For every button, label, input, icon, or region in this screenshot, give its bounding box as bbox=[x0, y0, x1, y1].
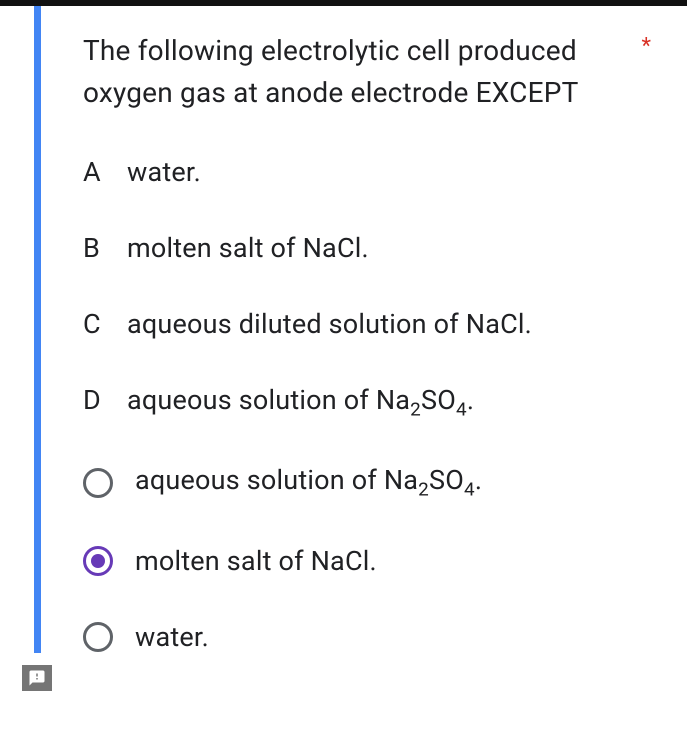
statement-letter: D bbox=[83, 384, 127, 416]
statement-letter: A bbox=[83, 156, 127, 188]
question-header: The following electrolytic cell produced… bbox=[83, 30, 651, 114]
radio-icon bbox=[83, 622, 113, 652]
statement-text: aqueous solution of Na2SO4. bbox=[127, 384, 474, 420]
answer-label: water. bbox=[135, 621, 209, 653]
statement-list: A water. B molten salt of NaCl. C aqueou… bbox=[83, 156, 651, 420]
statement-text: aqueous diluted solution of NaCl. bbox=[127, 308, 532, 340]
statement-d: D aqueous solution of Na2SO4. bbox=[83, 384, 651, 420]
statement-letter: B bbox=[83, 232, 127, 264]
answer-options: aqueous solution of Na2SO4. molten salt … bbox=[83, 464, 651, 652]
statement-a: A water. bbox=[83, 156, 651, 188]
answer-option-3[interactable]: water. bbox=[83, 621, 651, 653]
statement-b: B molten salt of NaCl. bbox=[83, 232, 651, 264]
answer-label: molten salt of NaCl. bbox=[135, 545, 377, 577]
required-asterisk: * bbox=[642, 36, 651, 58]
radio-icon bbox=[83, 468, 113, 498]
question-text: The following electrolytic cell produced… bbox=[83, 30, 642, 114]
report-icon bbox=[28, 669, 46, 687]
statement-letter: C bbox=[83, 308, 127, 340]
statement-text: molten salt of NaCl. bbox=[127, 232, 369, 264]
radio-icon-selected bbox=[83, 546, 113, 576]
radio-dot-icon bbox=[91, 554, 105, 568]
report-problem-button[interactable] bbox=[22, 665, 52, 691]
statement-text: water. bbox=[127, 156, 201, 188]
answer-label: aqueous solution of Na2SO4. bbox=[135, 464, 482, 500]
answer-option-1[interactable]: aqueous solution of Na2SO4. bbox=[83, 464, 651, 500]
statement-c: C aqueous diluted solution of NaCl. bbox=[83, 308, 651, 340]
answer-option-2[interactable]: molten salt of NaCl. bbox=[83, 545, 651, 577]
question-card: The following electrolytic cell produced… bbox=[34, 6, 687, 653]
